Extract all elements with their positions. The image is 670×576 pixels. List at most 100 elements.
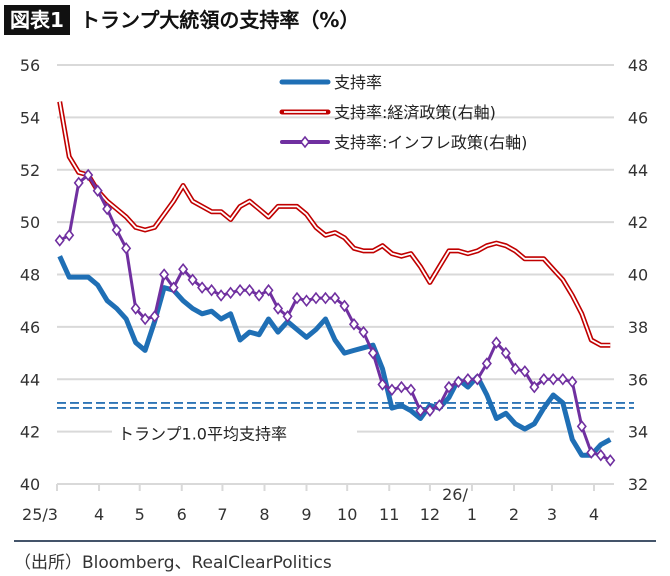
inflation-data-marker: [595, 448, 606, 462]
inflation-data-marker: [434, 399, 445, 412]
inflation-data-marker: [140, 312, 151, 326]
inflation-data-marker: [443, 380, 454, 394]
inflation-data-marker: [291, 291, 303, 305]
inflation-data-marker: [254, 289, 265, 302]
source-note: （出所）Bloomberg、RealClearPolitics: [14, 553, 332, 573]
inflation-data-marker: [244, 283, 255, 297]
inflation-data-marker: [576, 420, 587, 433]
inflation-data-marker: [73, 176, 84, 190]
inflation-data-marker: [367, 346, 378, 360]
right-axis-tick-label: 46: [628, 108, 648, 127]
inflation-data-marker: [605, 454, 616, 467]
inflation-data-marker: [92, 184, 103, 197]
inflation-data-marker: [83, 168, 94, 182]
inflation-data-marker: [500, 346, 511, 360]
left-axis-tick-label: 52: [20, 161, 40, 180]
x-axis-tick-label: 4: [94, 505, 104, 524]
right-axis-tick-label: 44: [628, 161, 648, 180]
inflation-data-marker: [481, 357, 492, 370]
gridlines: [57, 64, 614, 433]
inflation-data-marker: [462, 372, 473, 386]
chart-title: トランプ大統領の支持率（%）: [80, 8, 360, 32]
figure-number-badge: 図表1: [4, 5, 70, 35]
inflation-data-marker: [586, 446, 597, 459]
inflation-data-marker: [348, 317, 360, 331]
left-axis-tick-label: 42: [20, 423, 40, 442]
inflation-data-marker: [519, 365, 530, 378]
left-axis-tick-label: 44: [20, 370, 40, 389]
legend-marker-inflation: [299, 135, 311, 149]
inflation-data-marker: [510, 362, 521, 376]
inflation-data-marker: [216, 289, 227, 302]
inflation-data-marker: [301, 294, 312, 307]
inflation-data-marker: [310, 291, 322, 305]
inflation-data-marker: [339, 299, 350, 313]
legend-label: 支持率:インフレ政策(右軸): [334, 133, 527, 152]
right-axis-tick-label: 42: [628, 213, 648, 232]
left-axis-tick-label: 48: [20, 266, 40, 285]
inflation-data-marker: [567, 375, 578, 389]
x-axis-tick-label: 2: [509, 505, 519, 524]
inflation-data-marker: [453, 375, 464, 389]
inflation-data-marker: [225, 286, 236, 300]
inflation-data-marker: [491, 336, 502, 349]
inflation-data-marker: [159, 268, 170, 281]
inflation-data-marker: [424, 404, 435, 417]
inflation-data-marker: [557, 372, 568, 386]
inflation-data-marker: [149, 310, 160, 323]
x-axis-tick-label: 12: [420, 505, 440, 524]
x-axis-tick-label: 25/3: [22, 505, 58, 524]
right-axis-tick-label: 36: [628, 370, 648, 389]
axes: 40424446485052545632343638404244464825/3…: [20, 56, 648, 524]
x-axis-tick-label: 11: [379, 505, 399, 524]
inflation-data-marker: [187, 273, 198, 287]
x-axis-tick-label: 3: [547, 505, 557, 524]
reference-label-background: [112, 417, 357, 444]
inflation-data-marker: [64, 228, 75, 242]
left-axis-tick-label: 56: [20, 56, 40, 75]
inflation-data-marker: [320, 291, 331, 305]
inflation-data-marker: [263, 283, 274, 297]
x-axis-tick-label: 7: [217, 505, 227, 524]
right-axis-tick-label: 32: [628, 475, 648, 494]
legend-label: 支持率:経済政策(右軸): [334, 103, 496, 122]
legend-label: 支持率: [334, 73, 382, 92]
right-axis-tick-label: 34: [628, 423, 648, 442]
inflation-data-marker: [529, 380, 540, 394]
left-axis-tick-label: 54: [20, 108, 40, 127]
inflation-data-marker: [358, 325, 369, 339]
right-axis-tick-label: 38: [628, 318, 648, 337]
x-axis-tick-label: 5: [135, 505, 145, 524]
series-line-approval: [57, 255, 612, 458]
inflation-data-marker: [386, 383, 397, 397]
x-axis-tick-label: 4: [589, 505, 599, 524]
inflation-data-marker: [548, 372, 559, 386]
inflation-data-marker: [54, 234, 65, 247]
inflation-data-marker: [396, 380, 407, 394]
inflation-data-marker: [405, 383, 416, 397]
inflation-data-marker: [538, 372, 549, 386]
inflation-data-marker: [472, 372, 483, 386]
footer-divider: [14, 540, 656, 542]
inflation-data-marker: [111, 223, 122, 237]
inflation-data-marker: [415, 404, 426, 417]
x-axis-tick-label: 9: [301, 505, 311, 524]
x-axis-tick-label: 1: [467, 505, 477, 524]
left-axis-tick-label: 46: [20, 318, 40, 337]
right-axis-tick-label: 48: [628, 56, 648, 75]
inflation-data-marker: [121, 242, 132, 255]
inflation-data-marker: [197, 281, 208, 294]
inflation-data-marker: [130, 302, 141, 315]
x-axis-tick-label: 6: [177, 505, 187, 524]
inflation-data-marker: [377, 378, 388, 391]
right-axis-tick-label: 40: [628, 266, 648, 285]
x-axis-tick-label: 8: [259, 505, 269, 524]
series-line-economy-inner: [58, 101, 611, 347]
inflation-data-marker: [178, 262, 189, 276]
inflation-data-marker: [168, 281, 179, 294]
inflation-data-marker: [282, 310, 293, 323]
series-group: [54, 101, 616, 467]
